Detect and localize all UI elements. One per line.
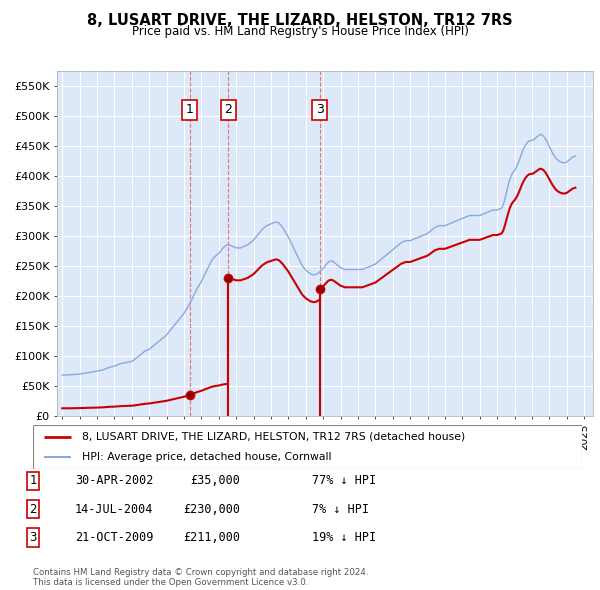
- Text: 14-JUL-2004: 14-JUL-2004: [75, 503, 154, 516]
- Text: Contains HM Land Registry data © Crown copyright and database right 2024.
This d: Contains HM Land Registry data © Crown c…: [33, 568, 368, 587]
- Text: 7% ↓ HPI: 7% ↓ HPI: [312, 503, 369, 516]
- Text: HPI: Average price, detached house, Cornwall: HPI: Average price, detached house, Corn…: [82, 452, 332, 462]
- Text: 30-APR-2002: 30-APR-2002: [75, 474, 154, 487]
- Text: £35,000: £35,000: [190, 474, 240, 487]
- Text: 8, LUSART DRIVE, THE LIZARD, HELSTON, TR12 7RS: 8, LUSART DRIVE, THE LIZARD, HELSTON, TR…: [87, 13, 513, 28]
- Text: 8, LUSART DRIVE, THE LIZARD, HELSTON, TR12 7RS (detached house): 8, LUSART DRIVE, THE LIZARD, HELSTON, TR…: [82, 432, 466, 442]
- Text: 3: 3: [29, 531, 37, 544]
- Text: 1: 1: [29, 474, 37, 487]
- Text: 21-OCT-2009: 21-OCT-2009: [75, 531, 154, 544]
- Text: 19% ↓ HPI: 19% ↓ HPI: [312, 531, 376, 544]
- Text: 2: 2: [224, 103, 232, 116]
- Text: £211,000: £211,000: [183, 531, 240, 544]
- Text: 2: 2: [29, 503, 37, 516]
- Text: 77% ↓ HPI: 77% ↓ HPI: [312, 474, 376, 487]
- Text: £230,000: £230,000: [183, 503, 240, 516]
- Text: 3: 3: [316, 103, 323, 116]
- Text: Price paid vs. HM Land Registry's House Price Index (HPI): Price paid vs. HM Land Registry's House …: [131, 25, 469, 38]
- Text: 1: 1: [186, 103, 194, 116]
